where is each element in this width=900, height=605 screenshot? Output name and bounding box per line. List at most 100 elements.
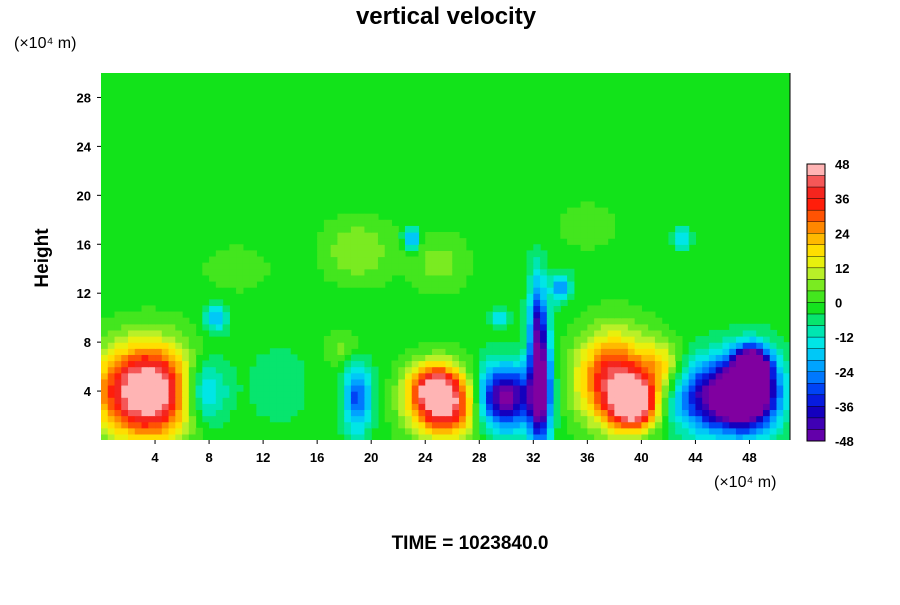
heatmap-cell xyxy=(479,427,487,435)
heatmap-cell xyxy=(621,391,629,398)
heatmap-cell xyxy=(344,403,352,411)
heatmap-cell xyxy=(438,433,447,440)
heatmap-cell xyxy=(486,433,494,440)
heatmap-cell xyxy=(425,415,433,423)
heatmap-cell xyxy=(175,384,183,392)
heatmap-cell xyxy=(546,311,555,319)
heatmap-cell xyxy=(722,433,730,440)
heatmap-cell xyxy=(215,354,224,362)
heatmap-cell xyxy=(222,274,230,282)
heatmap-cell xyxy=(182,317,190,325)
heatmap-cell xyxy=(573,366,582,374)
heatmap-cell xyxy=(688,354,697,362)
heatmap-cell xyxy=(729,342,737,349)
heatmap-cell xyxy=(769,342,778,349)
heatmap-cell xyxy=(634,305,642,313)
heatmap-cell xyxy=(330,238,339,245)
heatmap-cell xyxy=(675,433,683,440)
heatmap-cell xyxy=(168,311,176,319)
heatmap-cell xyxy=(188,391,197,398)
heatmap-cell xyxy=(607,409,615,417)
heatmap-cell xyxy=(499,317,507,325)
heatmap-cell xyxy=(256,378,264,386)
heatmap-cell xyxy=(404,268,413,276)
heatmap-cell xyxy=(398,262,406,270)
heatmap-cell xyxy=(722,329,730,337)
heatmap-cell xyxy=(783,391,790,398)
heatmap-cell xyxy=(675,391,683,398)
heatmap-cell xyxy=(654,366,663,374)
heatmap-cell xyxy=(236,250,244,258)
heatmap-cell xyxy=(182,433,190,440)
heatmap-cell xyxy=(459,409,467,417)
heatmap-cell xyxy=(155,336,163,343)
heatmap-cell xyxy=(749,366,757,374)
heatmap-cell xyxy=(445,421,453,429)
heatmap-cell xyxy=(141,348,149,355)
heatmap-cell xyxy=(722,384,730,392)
heatmap-cell xyxy=(573,433,582,440)
heatmap-cell xyxy=(398,384,406,392)
heatmap-cell xyxy=(715,354,724,362)
x-tick-label: 36 xyxy=(580,450,594,465)
heatmap-cell xyxy=(715,403,724,411)
heatmap-cell xyxy=(364,366,372,374)
heatmap-cell xyxy=(114,378,122,386)
heatmap-cell xyxy=(431,262,440,270)
heatmap-cell xyxy=(749,336,757,343)
heatmap-cell xyxy=(418,397,426,404)
heatmap-cell xyxy=(371,213,379,221)
x-axis-unit: (×10⁴ m) xyxy=(714,474,776,491)
colorbar-swatch xyxy=(806,209,826,222)
heatmap-cell xyxy=(148,391,156,398)
heatmap-cell xyxy=(404,274,413,282)
heatmap-cell xyxy=(499,342,507,349)
heatmap-cell xyxy=(398,372,406,380)
heatmap-cell xyxy=(459,256,467,264)
heatmap-cell xyxy=(398,378,406,386)
heatmap-cell xyxy=(668,336,676,343)
heatmap-cell xyxy=(256,268,264,276)
heatmap-cell xyxy=(702,415,710,423)
colorbar-swatch xyxy=(806,279,826,292)
heatmap-cell xyxy=(418,409,426,417)
heatmap-cell xyxy=(769,384,778,392)
heatmap-cell xyxy=(506,311,514,319)
heatmap-cell xyxy=(661,378,670,386)
heatmap-cell xyxy=(188,415,197,423)
heatmap-cell xyxy=(107,329,116,337)
heatmap-cell xyxy=(540,250,548,258)
heatmap-cell xyxy=(614,329,622,337)
heatmap-cell xyxy=(762,384,771,392)
heatmap-cell xyxy=(344,360,352,368)
time-footer: TIME = 1023840.0 xyxy=(392,533,549,554)
heatmap-cell xyxy=(614,427,622,435)
heatmap-cell xyxy=(101,403,109,411)
heatmap-cell xyxy=(141,342,149,349)
heatmap-cell xyxy=(215,305,224,313)
heatmap-cell xyxy=(607,219,615,227)
heatmap-cell xyxy=(168,409,176,417)
heatmap-cell xyxy=(546,299,555,307)
heatmap-cell xyxy=(296,360,305,368)
heatmap-cell xyxy=(641,433,649,440)
heatmap-cell xyxy=(148,360,156,368)
heatmap-cell xyxy=(594,415,602,423)
heatmap-cell xyxy=(364,378,372,386)
heatmap-cell xyxy=(735,360,744,368)
heatmap-cell xyxy=(323,336,332,343)
heatmap-cell xyxy=(290,409,298,417)
heatmap-cell xyxy=(276,360,284,368)
heatmap-cell xyxy=(107,360,116,368)
heatmap-cell xyxy=(715,336,724,343)
heatmap-cell xyxy=(661,354,670,362)
heatmap-cell xyxy=(526,384,534,392)
heatmap-cell xyxy=(182,354,190,362)
heatmap-cell xyxy=(479,366,487,374)
heatmap-cell xyxy=(546,336,555,343)
heatmap-cell xyxy=(323,348,332,355)
heatmap-cell xyxy=(391,391,399,398)
heatmap-cell xyxy=(627,415,636,423)
heatmap-cell xyxy=(148,415,156,423)
colorbar-swatch xyxy=(806,198,826,211)
